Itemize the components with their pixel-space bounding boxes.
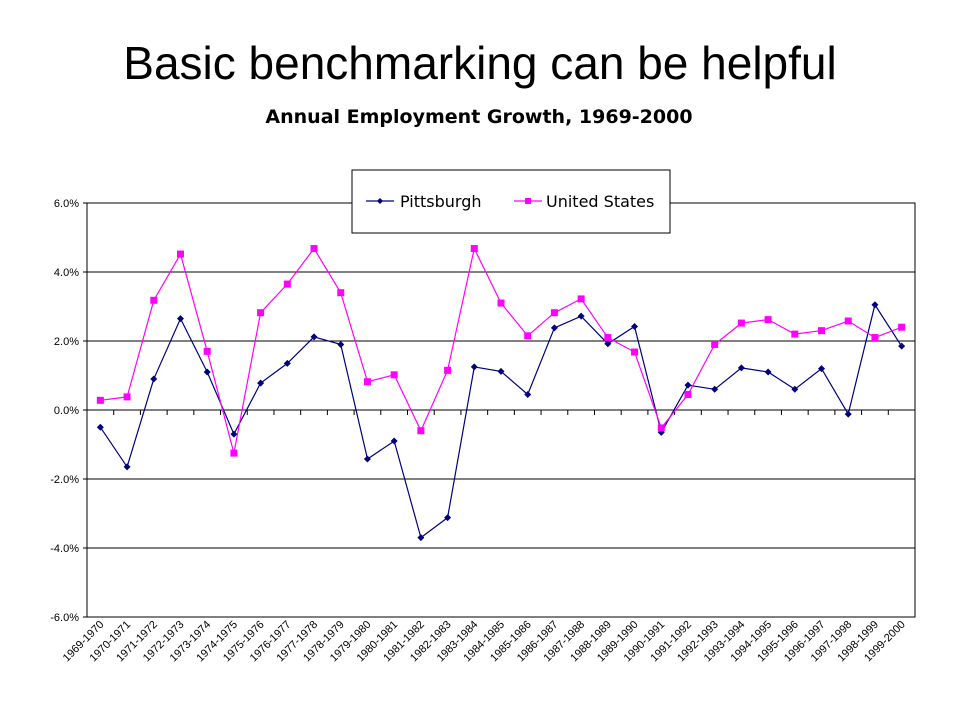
data-point — [550, 324, 558, 332]
data-point — [203, 347, 211, 355]
data-point — [844, 317, 852, 325]
data-point — [203, 368, 211, 376]
data-point — [684, 381, 692, 389]
y-tick-label: 6.0% — [54, 198, 79, 210]
data-point — [497, 367, 505, 375]
data-point — [176, 315, 184, 323]
data-point — [257, 379, 265, 387]
data-point — [524, 390, 532, 398]
data-point — [684, 390, 692, 398]
data-point — [764, 316, 772, 324]
data-point — [898, 323, 906, 331]
series-layer — [96, 245, 906, 542]
data-point — [176, 250, 184, 258]
data-point — [390, 371, 398, 379]
x-axis: 1969-19701970-19711971-19721972-19731973… — [61, 410, 916, 664]
data-point — [337, 340, 345, 348]
y-tick-label: -2.0% — [50, 474, 79, 486]
data-point — [764, 368, 772, 376]
data-point — [711, 340, 719, 348]
data-point — [898, 342, 906, 350]
data-point — [577, 295, 585, 303]
data-point — [871, 301, 879, 309]
data-point — [844, 410, 852, 418]
data-point — [417, 534, 425, 542]
legend-box — [351, 169, 671, 234]
data-point — [818, 327, 826, 335]
data-point — [818, 365, 826, 373]
data-point — [577, 312, 585, 320]
legend-us-marker — [525, 198, 531, 204]
data-point — [363, 455, 371, 463]
slide-title: Basic benchmarking can be helpful — [123, 37, 837, 89]
y-tick-label: 0.0% — [54, 405, 79, 417]
y-tick-label: -6.0% — [50, 612, 79, 624]
data-point — [871, 334, 879, 342]
data-point — [497, 299, 505, 307]
y-tick-label: 4.0% — [54, 267, 79, 279]
data-point — [470, 245, 478, 253]
data-point — [363, 378, 371, 386]
data-point — [283, 359, 291, 367]
data-point — [96, 396, 104, 404]
data-point — [257, 309, 265, 317]
data-point — [470, 363, 478, 371]
data-point — [96, 423, 104, 431]
data-point — [230, 449, 238, 457]
data-point — [390, 437, 398, 445]
data-point — [150, 375, 158, 383]
data-point — [310, 333, 318, 341]
data-point — [737, 364, 745, 372]
data-point — [123, 463, 131, 471]
legend-pittsburgh-label: Pittsburgh — [400, 192, 482, 211]
grid-layer — [87, 202, 915, 618]
series-united-states — [96, 245, 906, 457]
data-point — [444, 366, 452, 374]
legend-pittsburgh-marker — [377, 198, 383, 204]
data-point — [524, 332, 532, 340]
legend-us-label: United States — [546, 192, 654, 211]
data-point — [123, 393, 131, 401]
data-point — [550, 309, 558, 317]
data-point — [631, 323, 639, 331]
y-axis: -6.0% -4.0% -2.0% 0.0% 2.0% 4.0% 6.0% — [50, 198, 87, 624]
data-point — [711, 385, 719, 393]
data-point — [791, 330, 799, 338]
data-point — [310, 245, 318, 253]
data-point — [230, 430, 238, 438]
y-tick-label: -4.0% — [50, 543, 79, 555]
data-point — [631, 348, 639, 356]
legend: Pittsburgh United States — [351, 169, 671, 234]
series-line — [99, 303, 903, 539]
data-point — [737, 319, 745, 327]
data-point — [283, 280, 291, 288]
data-point — [444, 514, 452, 522]
chart-title: Annual Employment Growth, 1969-2000 — [265, 106, 692, 128]
data-point — [604, 340, 612, 348]
y-tick-label: 2.0% — [54, 336, 79, 348]
data-point — [657, 424, 665, 432]
data-point — [150, 296, 158, 304]
data-point — [337, 289, 345, 297]
series-line — [100, 246, 902, 454]
data-point — [604, 334, 612, 342]
series-pittsburgh — [96, 301, 906, 542]
data-point — [791, 385, 799, 393]
data-point — [417, 427, 425, 435]
